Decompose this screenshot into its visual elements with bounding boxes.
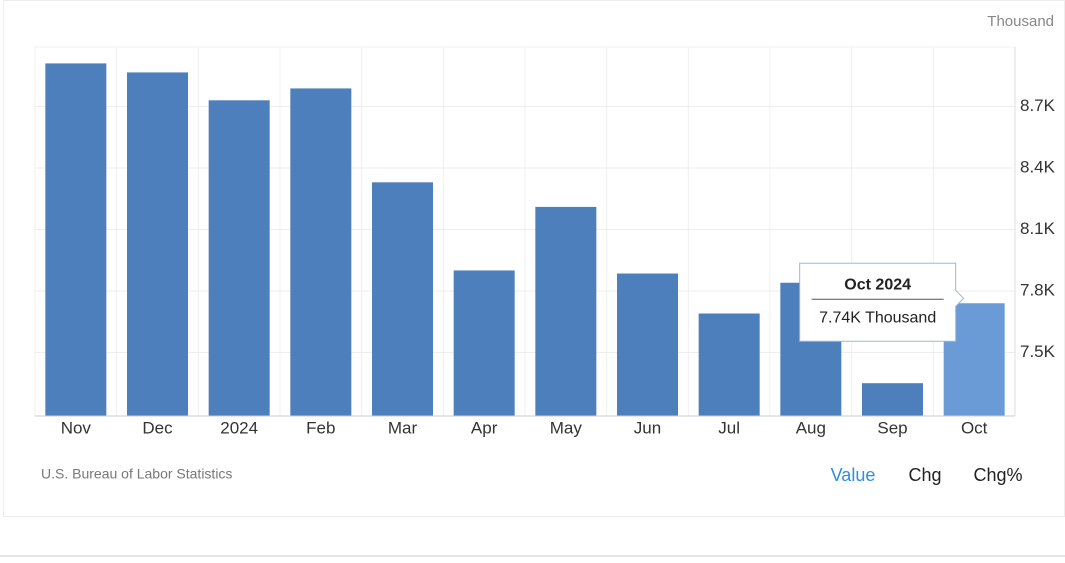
x-tick-label: Jul	[718, 418, 740, 437]
x-tick-label: Apr	[471, 418, 498, 437]
bar	[453, 270, 515, 416]
bar	[617, 273, 678, 416]
x-tick-label: Sep	[877, 418, 907, 437]
y-tick-label: 8.7K	[1020, 96, 1056, 115]
bar	[45, 63, 107, 417]
y-tick-label: 7.5K	[1020, 342, 1056, 361]
y-tick-label: 8.1K	[1020, 219, 1056, 238]
bar	[862, 383, 923, 416]
button-chg-pct[interactable]: Chg%	[973, 465, 1022, 485]
y-tick-label: 8.4K	[1020, 157, 1056, 176]
bar	[535, 206, 597, 416]
bar	[372, 182, 433, 416]
source: U.S. Bureau of Labor Statistics	[41, 466, 232, 482]
bar	[698, 313, 760, 416]
x-tick-label: 2024	[220, 418, 258, 437]
y-tick-label: 7.8K	[1020, 280, 1056, 299]
button-chg[interactable]: Chg	[908, 465, 941, 485]
tooltip-title: Oct 2024	[844, 276, 911, 293]
bar	[208, 100, 270, 417]
x-tick-label: Jun	[634, 418, 661, 437]
x-tick-label: May	[550, 418, 583, 437]
unit-label: Thousand	[987, 13, 1054, 30]
bar	[290, 88, 352, 416]
bar	[127, 72, 188, 417]
x-tick-label: Oct	[961, 418, 988, 437]
button-value[interactable]: Value	[831, 465, 876, 485]
tooltip: Oct 2024 7.74K Thousand	[799, 262, 965, 342]
x-tick-label: Feb	[306, 418, 335, 437]
x-tick-label: Nov	[61, 418, 92, 437]
x-tick-label: Dec	[142, 418, 173, 437]
tooltip-box	[799, 262, 965, 342]
tooltip-value: 7.74K Thousand	[819, 309, 936, 326]
x-tick-label: Aug	[796, 418, 826, 437]
x-tick-label: Mar	[388, 418, 418, 437]
